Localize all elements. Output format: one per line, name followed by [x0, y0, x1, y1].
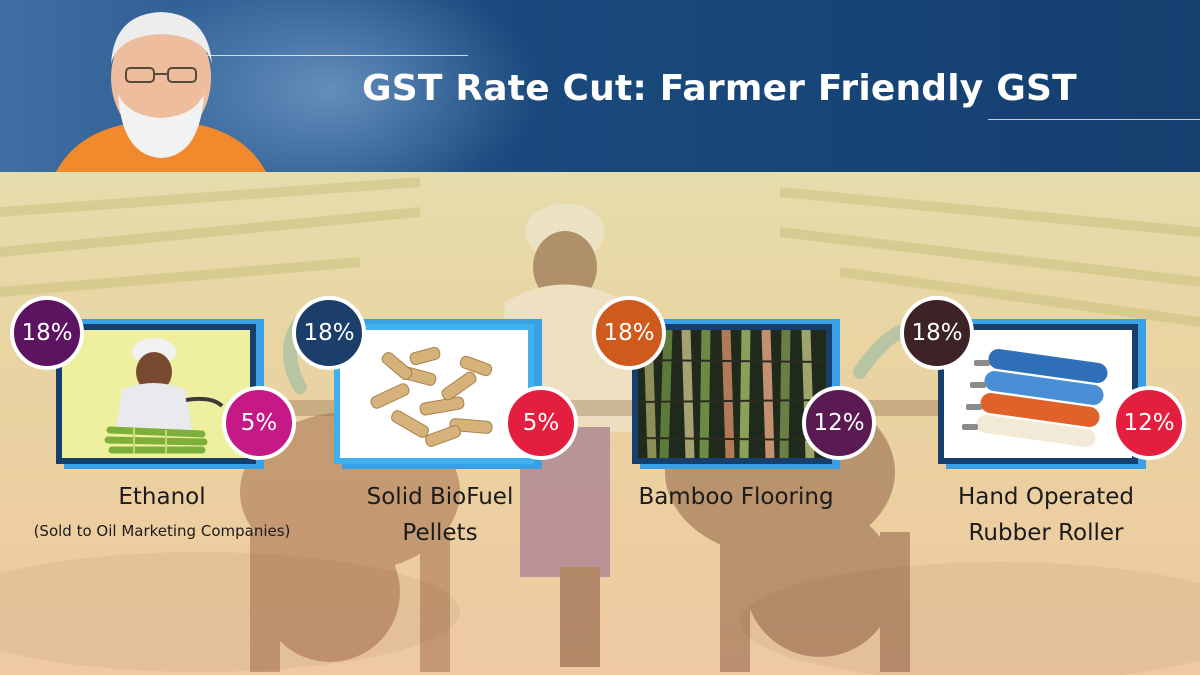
new-rate-badge: 5%: [222, 386, 296, 460]
old-rate-badge: 18%: [900, 296, 974, 370]
new-rate-badge: 12%: [1112, 386, 1186, 460]
new-rate-badge: 5%: [504, 386, 578, 460]
bamboo-icon: [638, 330, 826, 458]
portrait-photo: [56, 12, 266, 172]
product-image-frame: [938, 324, 1138, 464]
farmer-sugarcane-icon: [62, 330, 250, 458]
product-name-line-1: Solid BioFuel: [366, 484, 514, 510]
wood-pellets-icon: [340, 330, 528, 458]
old-rate-badge: 18%: [10, 296, 84, 370]
rubber-roller-icon: [944, 330, 1132, 458]
page-title: GST Rate Cut: Farmer Friendly GST: [362, 68, 1077, 109]
product-name: Ethanol: [118, 484, 206, 510]
old-rate-badge: 18%: [592, 296, 666, 370]
old-rate-badge: 18%: [292, 296, 366, 370]
product-name: Bamboo Flooring: [638, 484, 834, 510]
product-name-line-2: Pellets: [402, 520, 478, 546]
header-rule-top: [196, 55, 468, 56]
product-note: (Sold to Oil Marketing Companies): [33, 522, 291, 540]
product-name-line-1: Hand Operated: [957, 484, 1135, 510]
header-banner: GST Rate Cut: Farmer Friendly GST: [0, 0, 1200, 172]
product-name-line-2: Rubber Roller: [968, 520, 1124, 546]
product-card-ethanol: [56, 319, 264, 469]
product-image-frame: [56, 324, 256, 464]
product-card-bamboo-flooring: [632, 319, 840, 469]
product-card-rubber-roller: [938, 319, 1146, 469]
header-rule-bottom: [988, 119, 1200, 120]
product-image-frame: [334, 324, 534, 464]
product-card-biofuel-pellets: [334, 319, 542, 469]
product-image-frame: [632, 324, 832, 464]
new-rate-badge: 12%: [802, 386, 876, 460]
